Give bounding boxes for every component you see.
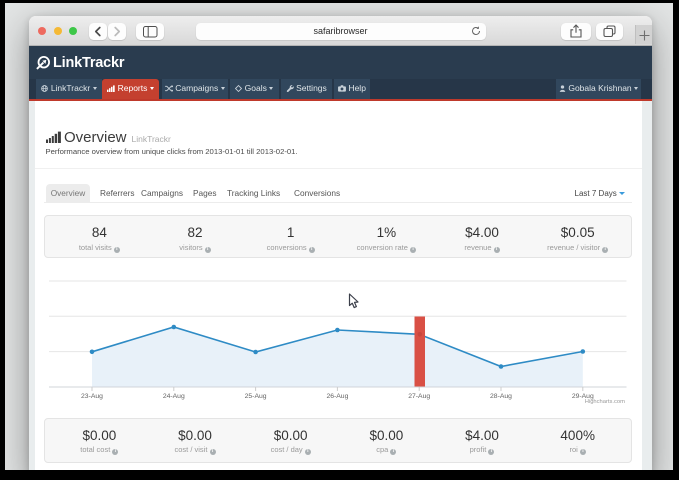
svg-text:29-Aug: 29-Aug: [572, 393, 594, 400]
svg-text:25-Aug: 25-Aug: [245, 393, 267, 400]
svg-text:27-Aug: 27-Aug: [408, 393, 430, 400]
svg-text:26-Aug: 26-Aug: [326, 393, 348, 400]
svg-text:24-Aug: 24-Aug: [163, 393, 185, 400]
svg-text:28-Aug: 28-Aug: [490, 393, 512, 400]
svg-text:Highcharts.com: Highcharts.com: [585, 399, 625, 405]
svg-text:23-Aug: 23-Aug: [81, 393, 103, 400]
